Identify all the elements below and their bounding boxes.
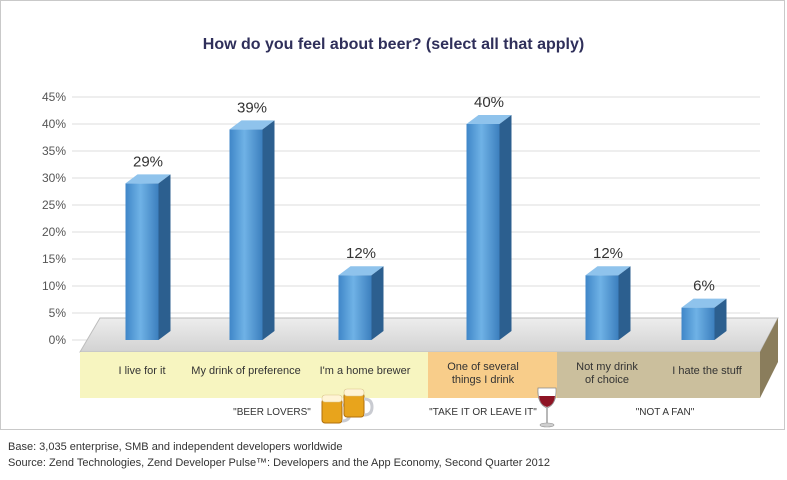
bar-front: [338, 275, 372, 340]
category-labels: I live for it My drink of preference I'm a…: [118, 361, 742, 386]
category-label: I'm a home brewer: [320, 365, 411, 377]
bar-side: [158, 174, 171, 340]
category-label: My drink of preference: [191, 365, 300, 377]
category-label-line: I'm a home brewer: [320, 365, 411, 377]
group-labels: "BEER LOVERS" "TAKE IT OR LEAVE IT" "NOT A…: [233, 387, 695, 428]
floor-top: [79, 317, 779, 353]
y-tick-label: 0%: [49, 333, 67, 347]
bar: [125, 174, 171, 340]
glass-foot: [539, 422, 555, 428]
bar-front: [229, 129, 263, 340]
data-label: 29%: [133, 153, 163, 170]
beer-mugs-icon: [321, 388, 374, 424]
category-label: I live for it: [118, 365, 165, 377]
gridlines: [72, 96, 760, 341]
bar-front: [585, 275, 619, 340]
group-label: "NOT A FAN": [636, 407, 695, 418]
y-tick-label: 15%: [42, 252, 66, 266]
group-label: "TAKE IT OR LEAVE IT": [429, 407, 537, 418]
bar-top: [681, 298, 727, 308]
y-tick-label: 45%: [42, 90, 66, 104]
category-label-line: My drink of preference: [191, 365, 300, 377]
bar: [585, 266, 631, 340]
y-axis-ticks: 0% 5% 10% 15% 20% 25% 30% 35% 40% 45%: [42, 90, 66, 347]
chart-title: How do you feel about beer? (select all …: [202, 36, 585, 53]
data-label: 40%: [474, 94, 504, 111]
data-label: 39%: [237, 99, 267, 116]
group-label: "BEER LOVERS": [233, 407, 311, 418]
bar-front: [125, 183, 159, 340]
bar-top: [125, 174, 171, 184]
footer-base: Base: 3,035 enterprise, SMB and independ…: [8, 441, 343, 453]
bar-top: [585, 266, 631, 276]
group-band: [428, 352, 557, 398]
bar-front: [681, 307, 715, 340]
bar: [338, 266, 384, 340]
y-tick-label: 40%: [42, 117, 66, 131]
y-tick-label: 30%: [42, 171, 66, 185]
y-tick-label: 25%: [42, 198, 66, 212]
bar-top: [229, 120, 275, 130]
data-label: 6%: [693, 278, 715, 295]
bar-chart: 0% 5% 10% 15% 20% 25% 30% 35% 40% 45% 29% 39% 12% 40…: [42, 90, 779, 428]
bar-top: [338, 266, 384, 276]
category-label: Not my drink of choice: [576, 361, 638, 386]
bar-side: [499, 115, 512, 340]
category-label-line: I live for it: [118, 365, 165, 377]
data-label: 12%: [593, 245, 623, 262]
data-label: 12%: [346, 245, 376, 262]
footer-source: Source: Zend Technologies, Zend Develope…: [8, 457, 550, 469]
bar: [229, 120, 275, 341]
bar-side: [262, 120, 275, 341]
bar: [681, 298, 727, 340]
mug-body: [343, 392, 365, 418]
category-label: One of several things I drink: [447, 361, 519, 386]
mug-foam: [343, 388, 365, 397]
category-label-line: of choice: [585, 374, 629, 386]
group-band: [557, 352, 760, 398]
y-tick-label: 35%: [42, 144, 66, 158]
category-label: I hate the stuff: [672, 365, 742, 377]
bar-side: [371, 266, 384, 340]
category-label-line: Not my drink: [576, 361, 638, 373]
glass-wine: [539, 396, 555, 407]
y-tick-label: 20%: [42, 225, 66, 239]
mug-foam: [321, 394, 343, 403]
bar: [466, 115, 512, 340]
mug-body: [321, 398, 343, 424]
y-tick-label: 10%: [42, 279, 66, 293]
wine-glass-icon: [537, 387, 557, 428]
bar-side: [714, 298, 727, 340]
mug-handle: [363, 397, 374, 417]
bars: [125, 115, 727, 341]
category-label-line: One of several: [447, 361, 519, 373]
floor-side: [760, 318, 778, 398]
category-label-line: I hate the stuff: [672, 365, 742, 377]
chart-floor: [79, 317, 779, 398]
data-labels: 29% 39% 12% 40% 12% 6%: [133, 94, 715, 295]
y-tick-label: 5%: [49, 306, 67, 320]
category-label-line: things I drink: [452, 374, 515, 386]
bar-front: [466, 124, 500, 340]
bar-top: [466, 115, 512, 124]
group-band: [80, 352, 428, 398]
bar-side: [618, 266, 631, 340]
